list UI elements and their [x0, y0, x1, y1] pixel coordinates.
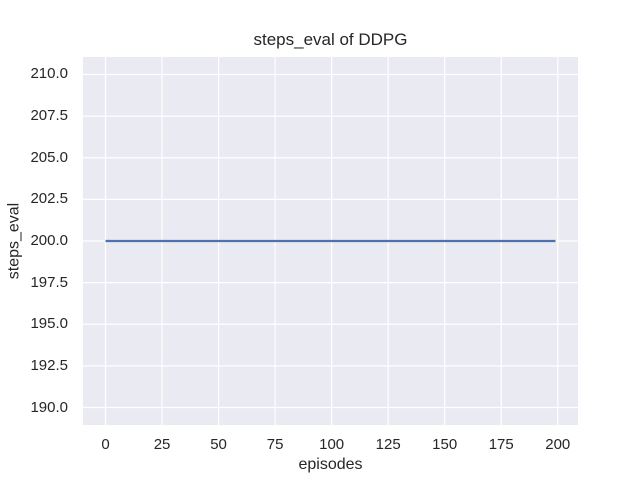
x-axis-label: episodes [298, 456, 363, 473]
y-tick-label: 202.5 [30, 190, 68, 208]
y-tick-label: 210.0 [30, 65, 68, 83]
y-tick-label: 195.0 [30, 315, 68, 333]
chart-title: steps_eval of DDPG [253, 30, 408, 49]
plot-canvas [83, 57, 578, 425]
x-tick-label: 125 [375, 436, 401, 453]
y-tick-label: 197.5 [30, 273, 68, 291]
x-tick-label: 200 [545, 436, 571, 453]
y-tick-label: 192.5 [30, 356, 68, 374]
x-tick-label: 175 [488, 436, 514, 453]
y-tick-label: 207.5 [30, 107, 68, 125]
x-tick-label: 0 [101, 436, 110, 453]
x-tick-label: 25 [153, 436, 171, 453]
y-tick-label: 200.0 [30, 232, 68, 249]
y-tick-label: 190.0 [30, 398, 68, 416]
x-tick-label: 100 [319, 436, 345, 453]
plot-area [83, 57, 578, 425]
x-tick-label: 50 [210, 436, 227, 453]
x-tick-label: 150 [432, 436, 458, 453]
x-tick-label: 75 [266, 436, 284, 453]
y-tick-label: 205.0 [30, 148, 68, 166]
